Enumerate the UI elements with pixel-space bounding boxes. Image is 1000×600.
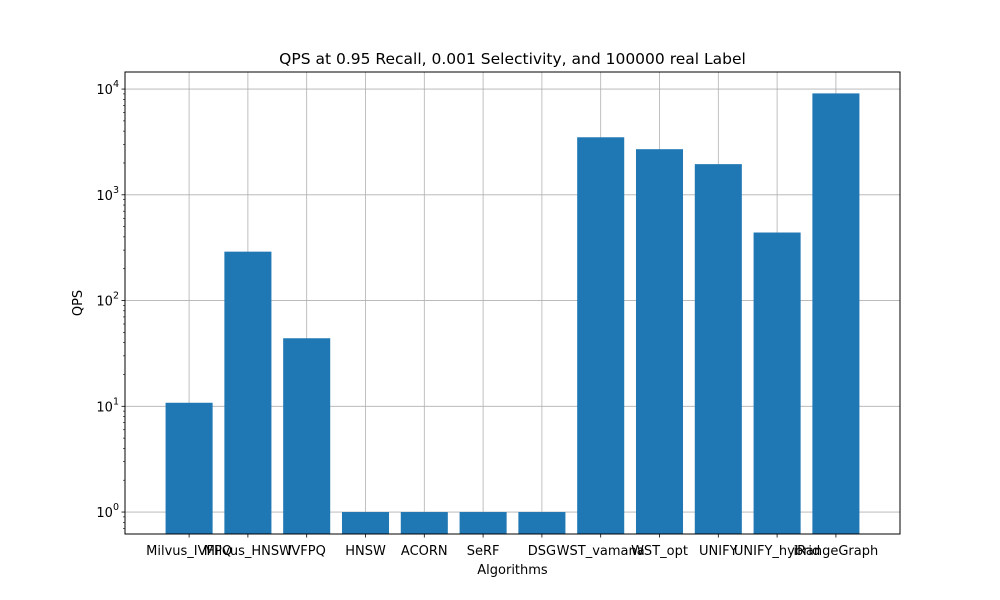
bar-wst-opt: [635, 149, 684, 534]
y-tick-label: 104: [96, 79, 119, 98]
x-tick-label: iRangeGraph: [794, 544, 879, 559]
bar-acorn: [400, 512, 448, 534]
x-tick-label: UNIFY: [699, 544, 738, 559]
y-tick-label: 101: [96, 396, 119, 415]
bar-serf: [459, 512, 507, 534]
x-tick-label: DSG: [528, 544, 556, 559]
bar-unify-hybrid: [753, 232, 801, 534]
bar-ivfpq: [283, 338, 331, 534]
x-tick-label: UNIFY_hybrid: [734, 544, 820, 559]
x-axis-title: Algorithms: [477, 563, 548, 578]
x-tick-label: HNSW: [345, 544, 386, 559]
x-tick-label: WST_opt: [631, 544, 688, 559]
x-tick-label: ACORN: [401, 544, 448, 559]
y-ticks: 100 101 102 103 104: [96, 79, 125, 529]
x-tick-label: WST_vamana: [557, 544, 645, 559]
bar-hnsw: [341, 512, 390, 534]
x-tick-label: Milvus_IVFPQ: [146, 544, 232, 559]
y-tick-label: 100: [96, 502, 119, 521]
y-tick-label: 103: [96, 185, 119, 204]
bar-irangegraph: [812, 93, 860, 535]
bar-milvus-ivfpq: [165, 402, 213, 534]
x-tick-label: SeRF: [467, 544, 500, 559]
bar-milvus-hnsw: [224, 251, 272, 534]
bar-unify: [694, 164, 742, 535]
x-tick-label: Milvus_HNSW: [204, 544, 292, 559]
plot-frame: [124, 71, 901, 535]
bar-dsg: [518, 512, 566, 534]
x-tick-label: IVFPQ: [288, 544, 326, 559]
y-tick-label: 102: [96, 291, 119, 310]
y-axis-title: QPS: [71, 290, 86, 316]
bar-layer: [165, 93, 860, 535]
chart-title: QPS at 0.95 Recall, 0.001 Selectivity, a…: [279, 50, 746, 68]
bar-wst-vamana: [577, 137, 625, 535]
